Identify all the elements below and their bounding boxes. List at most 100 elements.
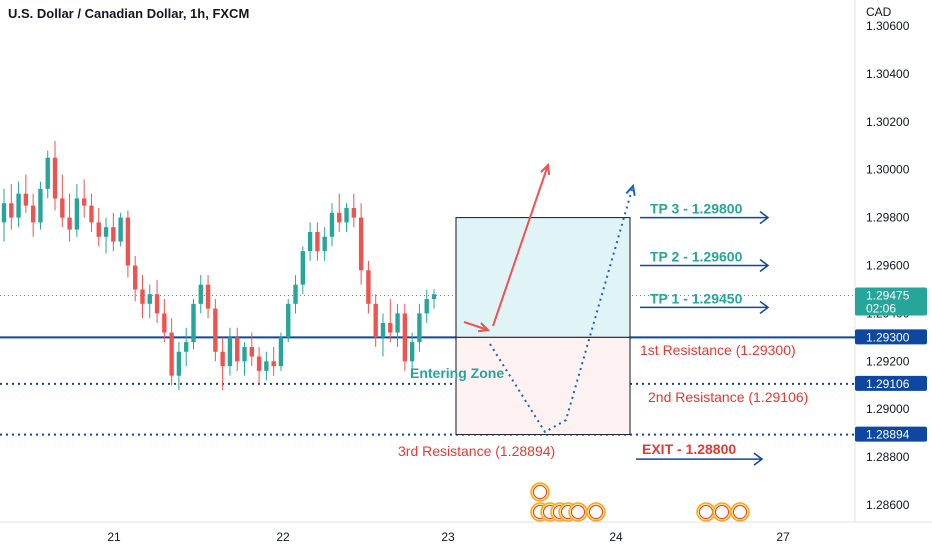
- candle-body: [74, 198, 80, 230]
- candle-body: [424, 299, 429, 314]
- candle-body: [431, 294, 437, 300]
- candle-body: [169, 332, 174, 376]
- candle-body: [351, 208, 357, 218]
- target-arrow-head: [759, 211, 770, 225]
- red-arrow-down-head: [477, 322, 491, 333]
- y-tick-label: 1.29200: [866, 354, 910, 368]
- red-arrow-down: [463, 321, 489, 331]
- candle-body: [249, 346, 254, 357]
- candle-body: [337, 212, 342, 223]
- x-tick-label: 21: [107, 530, 121, 544]
- candle-body: [227, 337, 233, 367]
- candle-body: [373, 303, 378, 338]
- entry-zone-box: [455, 336, 631, 436]
- red-arrow-up-head: [540, 162, 551, 176]
- y-tick-label: 1.30600: [866, 19, 910, 33]
- target-label: TP 2 - 1.29600: [650, 249, 743, 265]
- us-flag-icon-inner: [715, 505, 729, 519]
- candle-body: [417, 313, 422, 343]
- candle-body: [96, 222, 101, 237]
- red-arrow-up: [492, 164, 549, 327]
- candle-body: [147, 294, 152, 304]
- candle-body: [191, 303, 196, 343]
- candle-body: [322, 236, 327, 252]
- x-tick-label: 27: [776, 530, 790, 544]
- candle-body: [402, 313, 408, 362]
- us-flag-icon-inner: [533, 485, 547, 499]
- candle-body: [16, 193, 21, 218]
- price-box-1-text: 1.29300: [866, 330, 910, 344]
- candle-body: [380, 322, 386, 338]
- candle-body: [271, 361, 276, 367]
- y-tick-label: 1.30400: [866, 67, 910, 81]
- current-price-box: [855, 287, 927, 316]
- candle-body: [1, 203, 7, 223]
- candle-body: [45, 157, 50, 189]
- candle-body: [198, 284, 203, 304]
- blue-dotted-path: [489, 185, 634, 434]
- candle-body: [286, 303, 291, 338]
- candle-body: [300, 251, 305, 285]
- candle-body: [111, 227, 116, 242]
- candle-body: [184, 342, 189, 352]
- candle-body: [30, 205, 36, 223]
- target-arrow-head: [759, 300, 770, 315]
- candle-body: [388, 322, 393, 333]
- y-tick-label: 1.29800: [866, 211, 910, 225]
- candle-body: [329, 212, 335, 237]
- candle-body: [118, 217, 123, 242]
- y-tick-label: 1.29000: [866, 402, 910, 416]
- axis-currency-label: CAD: [866, 5, 892, 19]
- candle-body: [278, 337, 284, 367]
- y-tick-label: 1.29600: [866, 259, 910, 273]
- price-box-2-text: 1.29106: [866, 377, 910, 391]
- candle-body: [162, 313, 167, 333]
- candle-body: [176, 351, 182, 376]
- candle-body: [133, 265, 138, 290]
- y-tick-label: 1.30200: [866, 115, 910, 129]
- candle-body: [9, 203, 14, 218]
- candle-body: [38, 188, 43, 223]
- candle-body: [358, 217, 364, 271]
- candle-body: [67, 217, 72, 230]
- candle-body: [154, 294, 160, 314]
- us-flag-icon-inner: [571, 505, 585, 519]
- candle-body: [52, 157, 58, 199]
- target-label: TP 3 - 1.29800: [650, 201, 743, 217]
- y-tick-label: 1.28600: [866, 498, 910, 512]
- y-tick-label: 1.28800: [866, 450, 910, 464]
- candle-body: [220, 351, 225, 367]
- candle-body: [140, 289, 145, 304]
- candle-body: [307, 231, 313, 252]
- candle-body: [293, 284, 298, 304]
- candle-body: [395, 313, 400, 333]
- candle-body: [89, 205, 94, 223]
- candle-body: [344, 208, 349, 223]
- current-price-box-text: 1.29475: [866, 288, 910, 302]
- candle-body: [315, 231, 320, 252]
- entering-zone-label: Entering Zone: [410, 365, 504, 381]
- countdown-text: 02:06: [866, 301, 896, 315]
- candle-body: [235, 337, 240, 362]
- candle-body: [366, 270, 371, 304]
- x-tick-label: 24: [609, 530, 623, 544]
- exit-label: EXIT - 1.28800: [642, 441, 736, 457]
- ca-flag-icon-inner: [699, 505, 713, 519]
- candle-body: [242, 346, 247, 362]
- candle-body: [60, 198, 65, 218]
- y-tick-label: 1.30000: [866, 163, 910, 177]
- chart-title: U.S. Dollar / Canadian Dollar, 1h, FXCM: [8, 6, 250, 21]
- resistance-1-label: 1st Resistance (1.29300): [640, 342, 796, 358]
- price-box-3-text: 1.28894: [866, 428, 910, 442]
- candle-body: [264, 361, 269, 371]
- price-box-3: [855, 426, 927, 442]
- resistance-3-label: 3rd Resistance (1.28894): [398, 443, 555, 459]
- us-flag-icon-inner: [589, 505, 603, 519]
- candle-body: [103, 227, 109, 237]
- blue-dotted-arrow-head: [625, 183, 636, 197]
- candle-body: [205, 284, 211, 309]
- candle-body: [213, 308, 218, 352]
- candle-body: [81, 198, 87, 206]
- x-tick-label: 22: [276, 530, 290, 544]
